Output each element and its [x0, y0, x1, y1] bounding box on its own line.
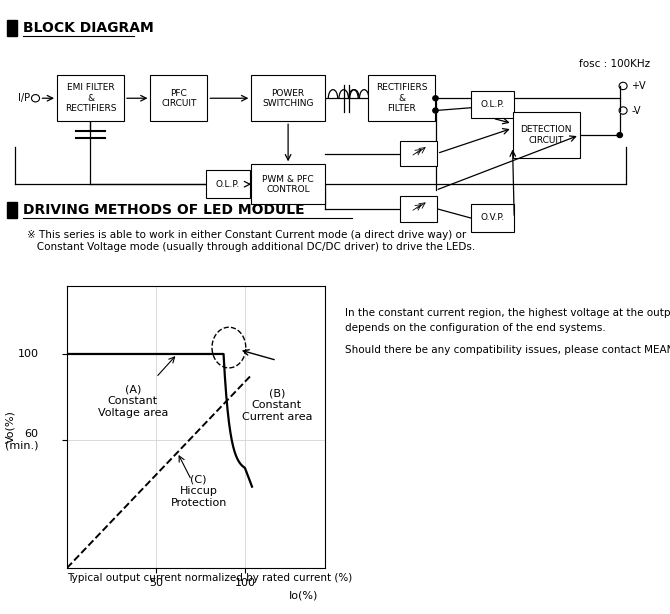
- Text: +V: +V: [631, 81, 646, 91]
- Text: 100: 100: [17, 349, 39, 359]
- Text: Io(%): Io(%): [289, 591, 318, 600]
- Text: Should there be any compatibility issues, please contact MEAN WELL.: Should there be any compatibility issues…: [345, 345, 670, 355]
- Text: DRIVING METHODS OF LED MODULE: DRIVING METHODS OF LED MODULE: [23, 203, 304, 217]
- Bar: [206, 170, 250, 198]
- Bar: [400, 141, 437, 166]
- Text: O.V.P.: O.V.P.: [480, 214, 505, 222]
- Text: 60
(min.): 60 (min.): [5, 429, 39, 450]
- Text: (C)
Hiccup
Protection: (C) Hiccup Protection: [170, 475, 227, 508]
- Text: fosc : 100KHz: fosc : 100KHz: [579, 60, 650, 69]
- Bar: [57, 76, 124, 121]
- Bar: [251, 76, 325, 121]
- Text: RECTIFIERS
&
FILTER: RECTIFIERS & FILTER: [377, 84, 427, 113]
- Bar: [400, 196, 437, 222]
- Bar: [369, 76, 436, 121]
- Text: BLOCK DIAGRAM: BLOCK DIAGRAM: [23, 21, 153, 34]
- Bar: [7, 202, 17, 218]
- Text: ※ This series is able to work in either Constant Current mode (a direct drive wa: ※ This series is able to work in either …: [27, 230, 466, 240]
- Text: PWM & PFC
CONTROL: PWM & PFC CONTROL: [262, 174, 314, 194]
- Text: I/P: I/P: [18, 93, 30, 103]
- Text: DETECTION
CIRCUIT: DETECTION CIRCUIT: [521, 125, 572, 145]
- Text: EMI FILTER
&
RECTIFIERS: EMI FILTER & RECTIFIERS: [65, 84, 116, 113]
- Circle shape: [433, 108, 438, 113]
- Text: O.L.P.: O.L.P.: [480, 100, 505, 109]
- Text: PFC
CIRCUIT: PFC CIRCUIT: [161, 88, 196, 108]
- Text: (B)
Constant
Current area: (B) Constant Current area: [242, 389, 312, 422]
- Circle shape: [617, 133, 622, 138]
- Bar: [150, 76, 208, 121]
- Bar: [251, 165, 325, 204]
- Text: Vo(%): Vo(%): [5, 410, 15, 443]
- Text: O.L.P.: O.L.P.: [216, 180, 240, 188]
- Circle shape: [433, 96, 438, 101]
- Text: depends on the configuration of the end systems.: depends on the configuration of the end …: [345, 324, 606, 333]
- Bar: [470, 204, 515, 231]
- Bar: [513, 112, 580, 158]
- Text: In the constant current region, the highest voltage at the output of the driver: In the constant current region, the high…: [345, 308, 670, 318]
- Bar: [470, 90, 515, 118]
- Text: Typical output current normalized by rated current (%): Typical output current normalized by rat…: [67, 573, 352, 583]
- Text: Constant Voltage mode (usually through additional DC/DC driver) to drive the LED: Constant Voltage mode (usually through a…: [27, 242, 475, 252]
- Text: (A)
Constant
Voltage area: (A) Constant Voltage area: [98, 384, 168, 418]
- Text: POWER
SWITCHING: POWER SWITCHING: [263, 88, 314, 108]
- Text: -V: -V: [631, 106, 641, 115]
- Bar: [7, 20, 17, 36]
